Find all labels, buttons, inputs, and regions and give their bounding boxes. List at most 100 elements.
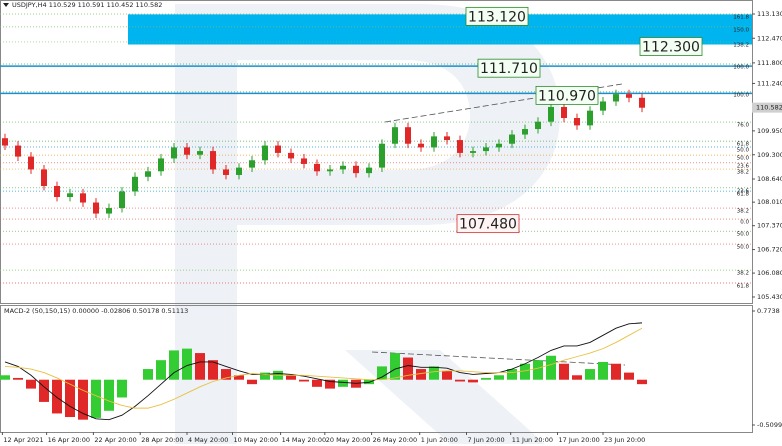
histogram-bar [390,353,400,380]
price-panel [0,0,753,304]
histogram-bar [598,361,608,380]
histogram-bar [481,377,491,380]
candle-body [379,143,385,168]
last-price-label: 110.582 [756,104,782,112]
fib-label: 61.8 [737,284,750,290]
y-tick-label: 106.080 [757,269,782,277]
histogram-bar [221,369,231,380]
histogram-bar [572,375,582,380]
x-tick-label: 22 Apr 20:00 [94,436,136,444]
macd-line [4,322,643,421]
candle-body [327,169,333,172]
histogram-bar [260,372,270,380]
candle-body [119,191,125,209]
candle-body [522,129,528,135]
y-tick-label: 108.640 [757,175,782,183]
fib-label: 150.0 [733,27,749,33]
fib-label: 23.6 [737,163,750,169]
fib-label: 38.2 [737,209,749,215]
x-tick-label: 26 May 20:00 [373,436,418,444]
y-tick-label: 111.240 [757,79,782,87]
fib-label: 76.0 [737,123,750,129]
candle-body [470,151,476,153]
histogram-bar [559,363,569,380]
candle-body [600,101,606,111]
fib-label: 38.2 [737,170,749,176]
level-label-box [477,58,541,78]
histogram-bar [117,379,127,398]
y-tick-label: 106.720 [757,246,782,254]
y-tick-label: 108.010 [757,198,782,206]
candle-body [626,94,632,98]
x-tick-label: 20 May 20:00 [326,436,371,444]
level-label: 111.710 [480,61,538,77]
candle-body [275,145,281,153]
candle-body [28,156,34,170]
histogram-bar [455,379,465,382]
candle-body [54,185,60,198]
level-label: 107.480 [459,217,517,233]
y-tick-label: -0.50997 [757,421,782,429]
histogram-bar [546,355,556,380]
candle-body [236,167,242,175]
y-tick-label: 105.430 [757,293,782,301]
histogram-bar [247,379,257,385]
candle-body [366,167,372,174]
candle-body [288,152,294,159]
last-price-box [752,102,782,113]
candle-body [184,147,190,155]
x-tick-label: 7 Jun 20:00 [468,436,505,444]
fib-label: 61.8 [737,142,750,148]
candle-body [548,106,554,122]
candle-body [639,97,645,108]
macd-title: MACD-2 (50,150,15) 0.00000 -0.02806 0.50… [4,307,188,315]
histogram-bar [143,369,153,380]
fib-label: 161.8 [733,15,749,21]
y-tick-label: 0.7738 [757,307,780,315]
histogram-bar [91,379,101,418]
trend-line [371,351,626,366]
candle-body [210,151,216,170]
histogram-bar [442,370,452,380]
level-label-box [639,37,703,56]
candle-body [509,134,515,144]
candle-body [574,118,580,126]
fib-label: 0.0 [740,220,749,226]
histogram-bar [507,369,517,380]
fib-label: 50.0 [737,156,750,162]
candle-body [340,165,346,170]
histogram-bar [0,375,10,380]
fib-label: 61.8 [737,192,750,198]
level-label: 110.970 [538,88,596,104]
histogram-bar [312,379,322,387]
histogram-bar [299,379,309,382]
candle-body [535,121,541,130]
histogram-bar [65,379,75,418]
x-tick-label: 17 Jun 20:00 [559,436,600,444]
histogram-bar [624,372,634,380]
histogram-bar [637,379,647,385]
histogram-bar [325,379,335,389]
y-tick-label: 107.370 [757,222,782,230]
fib-label: 50.0 [737,245,750,251]
macd-line [4,327,643,409]
x-tick-label: 12 Apr 2021 [3,436,43,444]
fib-label: 23.6 [737,188,750,194]
candle-body [249,160,255,168]
fib-label: 138.2 [733,42,749,48]
level-label-box [465,6,529,26]
y-tick-label: 109.950 [757,127,782,135]
candle-body [132,176,138,192]
macd-panel [0,305,753,433]
candle-body [262,145,268,161]
y-tick-label: 112.470 [757,34,782,42]
histogram-bar [494,375,504,380]
candle-body [15,145,21,157]
level-label: 113.120 [468,9,526,25]
candle-body [483,147,489,152]
fib-label: 38.2 [737,271,749,277]
symbol-marker [3,3,9,7]
histogram-bar [195,353,205,380]
histogram-bar [78,379,88,420]
candle-body [561,106,567,119]
